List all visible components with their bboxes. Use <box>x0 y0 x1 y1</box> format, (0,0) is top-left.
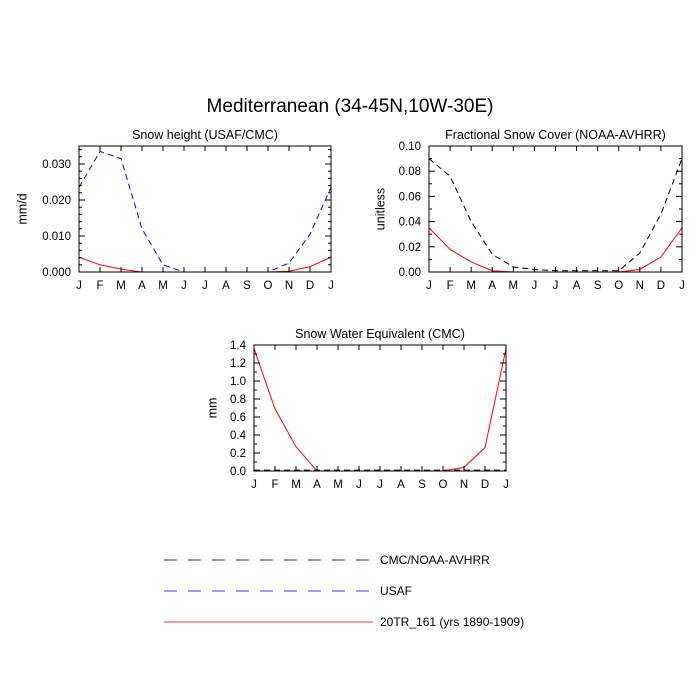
x-tick-label: A <box>138 280 146 292</box>
y-tick-label: 0.00 <box>399 267 421 279</box>
y-tick-label: 0.08 <box>399 166 421 178</box>
y-tick-label: 0.10 <box>399 141 421 153</box>
y-tick-label: 0.000 <box>42 267 71 279</box>
x-tick-label: J <box>553 280 559 292</box>
x-tick-label: M <box>509 280 519 292</box>
x-tick-label: J <box>251 479 257 491</box>
x-tick-label: M <box>291 479 301 491</box>
series-line-20tr-161-yrs-1890-1909- <box>253 348 507 472</box>
chart-panel-2: Fractional Snow Cover (NOAA-AVHRR) unitle… <box>373 128 685 292</box>
x-tick-label: S <box>594 280 602 292</box>
x-tick-label: A <box>397 479 405 491</box>
y-tick-label: 1.2 <box>230 358 246 370</box>
y-tick-label: 0.2 <box>230 448 246 460</box>
y-tick-label: 0.020 <box>42 195 71 207</box>
series-line-cmc-noaa-avhrr <box>428 158 683 272</box>
x-tick-label: J <box>356 479 362 491</box>
x-tick-label: J <box>76 280 82 292</box>
x-tick-label: J <box>426 280 432 292</box>
chart-panel-1: Snow height (USAF/CMC)mm/dJ F M A M J J A S O N D J0… <box>15 128 334 292</box>
x-tick-label: J <box>503 479 509 491</box>
legend-label-3: 20TR_161 (yrs 1890-1909) <box>380 615 524 629</box>
y-tick-label: 0.010 <box>42 231 71 243</box>
y-tick-label: 0.06 <box>399 191 421 203</box>
x-tick-label: J <box>532 280 538 292</box>
x-tick-label: F <box>96 280 103 292</box>
x-tick-label: F <box>447 280 454 292</box>
x-tick-label: O <box>439 479 448 491</box>
x-tick-label: J <box>328 280 334 292</box>
legend-label-2: USAF <box>380 584 412 598</box>
legend: CMC/NOAA-AVHRR USAF 20TR_161 (yrs 1890-190… <box>164 553 524 629</box>
x-tick-label: O <box>614 280 623 292</box>
plot-frame <box>253 344 507 472</box>
plot-frame <box>78 145 332 273</box>
y-axis-label: unitless <box>373 188 387 230</box>
x-tick-label: N <box>636 280 644 292</box>
y-tick-label: 0.4 <box>230 430 247 442</box>
x-tick-label: A <box>573 280 581 292</box>
x-tick-label: S <box>418 479 426 491</box>
y-tick-label: 0.030 <box>42 159 71 171</box>
x-tick-label: M <box>466 280 476 292</box>
series-line-usaf <box>78 150 332 273</box>
x-tick-label: A <box>313 479 321 491</box>
legend-label-1: CMC/NOAA-AVHRR <box>380 553 490 567</box>
y-tick-label: 0.02 <box>399 242 421 254</box>
x-tick-label: A <box>222 280 230 292</box>
x-tick-label: J <box>181 280 187 292</box>
x-tick-label: D <box>657 280 665 292</box>
plot-frame <box>428 145 683 273</box>
x-tick-label: A <box>488 280 496 292</box>
y-tick-label: 0.8 <box>230 394 246 406</box>
chart-title: Snow height (USAF/CMC) <box>132 128 278 142</box>
y-tick-label: 0.6 <box>230 412 246 424</box>
y-tick-label: 1.4 <box>230 340 247 352</box>
figure-title: Mediterranean (34-45N,10W-30E) <box>207 96 494 117</box>
y-axis-label: mm <box>205 398 219 419</box>
chart-panel-3: Snow Water Equivalent (CMC)mmJ F M A M J J A S O N… <box>205 327 509 491</box>
x-tick-label: J <box>377 479 383 491</box>
x-tick-label: S <box>243 280 251 292</box>
x-tick-label: M <box>333 479 343 491</box>
y-axis-label: mm/d <box>15 193 29 224</box>
x-tick-label: F <box>271 479 278 491</box>
x-tick-label: N <box>285 280 293 292</box>
x-tick-label: M <box>116 280 126 292</box>
x-tick-label: D <box>481 479 489 491</box>
x-tick-label: J <box>202 280 208 292</box>
x-tick-label: M <box>158 280 168 292</box>
x-tick-label: O <box>264 280 273 292</box>
x-tick-label: D <box>306 280 314 292</box>
chart-title: Fractional Snow Cover (NOAA-AVHRR) <box>445 128 666 142</box>
series-line-20tr-161-yrs-1890-1909- <box>428 227 683 273</box>
x-tick-label: J <box>679 280 685 292</box>
chart-title: Snow Water Equivalent (CMC) <box>295 327 465 341</box>
x-tick-label: N <box>460 479 468 491</box>
y-tick-label: 0.04 <box>399 217 422 229</box>
panels: Snow height (USAF/CMC)mm/dJ F M A M J J A S O N D J0… <box>15 128 685 491</box>
y-tick-label: 0.0 <box>230 466 246 478</box>
y-tick-label: 1.0 <box>230 376 246 388</box>
